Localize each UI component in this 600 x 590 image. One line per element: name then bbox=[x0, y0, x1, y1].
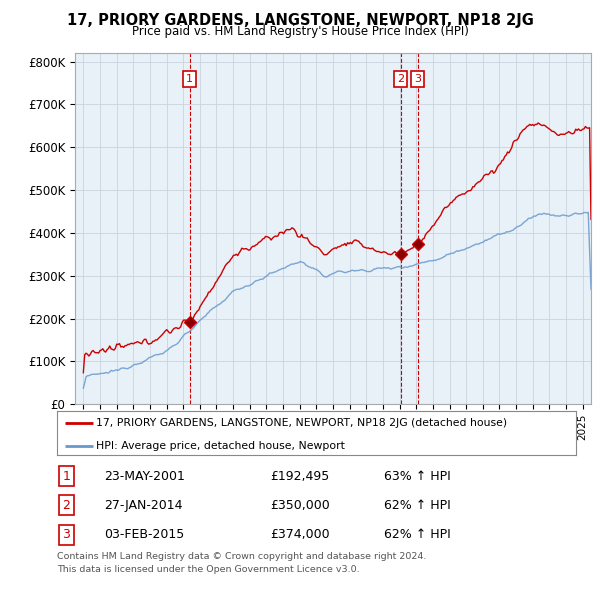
Text: 1: 1 bbox=[186, 74, 193, 84]
Text: 3: 3 bbox=[62, 528, 70, 541]
Text: HPI: Average price, detached house, Newport: HPI: Average price, detached house, Newp… bbox=[96, 441, 345, 451]
Text: £350,000: £350,000 bbox=[270, 499, 329, 512]
Text: 3: 3 bbox=[414, 74, 421, 84]
Text: £374,000: £374,000 bbox=[270, 528, 329, 541]
Text: 2: 2 bbox=[397, 74, 404, 84]
Text: Contains HM Land Registry data © Crown copyright and database right 2024.: Contains HM Land Registry data © Crown c… bbox=[57, 552, 427, 560]
Text: 17, PRIORY GARDENS, LANGSTONE, NEWPORT, NP18 2JG (detached house): 17, PRIORY GARDENS, LANGSTONE, NEWPORT, … bbox=[96, 418, 507, 428]
Text: £192,495: £192,495 bbox=[270, 470, 329, 483]
Text: Price paid vs. HM Land Registry's House Price Index (HPI): Price paid vs. HM Land Registry's House … bbox=[131, 25, 469, 38]
Text: 2: 2 bbox=[62, 499, 70, 512]
Text: 63% ↑ HPI: 63% ↑ HPI bbox=[384, 470, 451, 483]
Text: 62% ↑ HPI: 62% ↑ HPI bbox=[384, 499, 451, 512]
Text: 62% ↑ HPI: 62% ↑ HPI bbox=[384, 528, 451, 541]
Text: 23-MAY-2001: 23-MAY-2001 bbox=[104, 470, 185, 483]
Text: 03-FEB-2015: 03-FEB-2015 bbox=[104, 528, 184, 541]
Text: 27-JAN-2014: 27-JAN-2014 bbox=[104, 499, 182, 512]
Text: 1: 1 bbox=[62, 470, 70, 483]
Text: 17, PRIORY GARDENS, LANGSTONE, NEWPORT, NP18 2JG: 17, PRIORY GARDENS, LANGSTONE, NEWPORT, … bbox=[67, 13, 533, 28]
Text: This data is licensed under the Open Government Licence v3.0.: This data is licensed under the Open Gov… bbox=[57, 565, 359, 574]
